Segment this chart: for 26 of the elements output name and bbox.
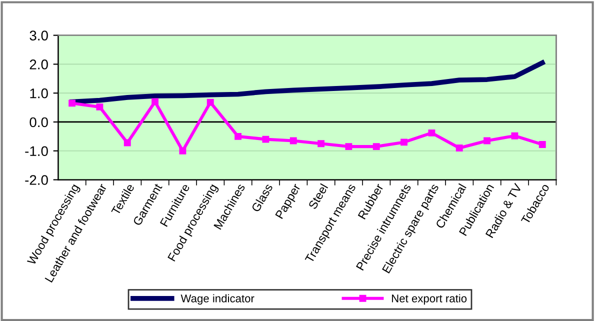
point	[96, 103, 104, 110]
point	[124, 139, 131, 146]
y-tick-label: 3.0	[30, 30, 48, 40]
point	[484, 137, 491, 144]
point	[206, 98, 214, 106]
point	[400, 138, 408, 146]
y-tick-label: -2.0	[25, 175, 48, 185]
y-tick-label: 1.0	[30, 88, 48, 98]
point	[428, 129, 436, 136]
legend-label: Net export ratio	[392, 294, 467, 305]
point	[290, 137, 297, 144]
y-tick-label: -1.0	[25, 146, 48, 156]
point	[538, 141, 546, 148]
point	[179, 147, 186, 154]
y-tick-label: 0.0	[30, 117, 48, 128]
y-tick-label: 2.0	[30, 60, 48, 70]
point	[345, 143, 352, 150]
point	[318, 140, 325, 148]
point	[372, 143, 380, 150]
point	[456, 144, 463, 152]
point	[511, 132, 518, 140]
point	[152, 98, 159, 106]
legend-label: Wage indicator	[180, 294, 254, 305]
point	[262, 136, 270, 143]
point	[68, 100, 76, 107]
point	[234, 132, 242, 140]
